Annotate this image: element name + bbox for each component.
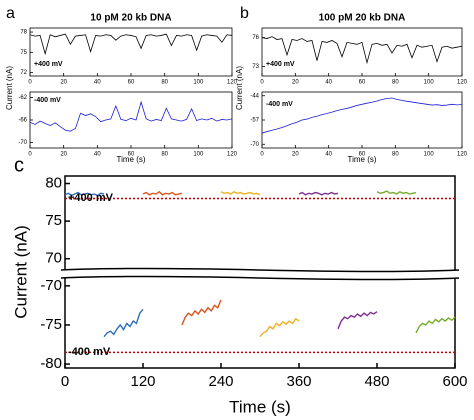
x-tick-label: 20 xyxy=(60,80,67,86)
y-tick-label: 72 xyxy=(20,70,27,76)
y-tick-label: -70 xyxy=(18,140,27,146)
x-tick-label: 0 xyxy=(260,80,264,86)
plot-frame xyxy=(64,175,456,270)
chart-title: 10 pM 20 kb DNA xyxy=(90,13,171,24)
x-tick-label: 40 xyxy=(94,152,101,158)
y-tick-label: 78 xyxy=(20,30,27,36)
x-tick-label: 80 xyxy=(161,152,168,158)
data-line xyxy=(142,190,183,196)
y-tick-label: -62 xyxy=(18,95,27,101)
data-line xyxy=(298,191,339,196)
axis-break xyxy=(60,275,460,281)
x-tick-label: 240 xyxy=(208,373,233,390)
data-line xyxy=(376,190,417,195)
data-line xyxy=(261,36,463,65)
annotation: +400 mV xyxy=(34,61,63,68)
x-tick-label: 60 xyxy=(359,152,366,158)
data-line xyxy=(337,311,378,330)
y-tick-label: 70 xyxy=(45,250,62,267)
data-line xyxy=(64,191,105,197)
y-tick-label: -70 xyxy=(40,277,62,294)
x-axis-label: Time (s) xyxy=(347,155,376,164)
x-tick-label: 80 xyxy=(161,80,168,86)
y-tick-label: 80 xyxy=(45,174,62,191)
chart-title: 100 pM 20 kb DNA xyxy=(319,13,406,24)
x-tick-label: 120 xyxy=(457,152,468,158)
y-tick-label: -75 xyxy=(40,316,62,333)
panel-label: b xyxy=(240,5,249,22)
x-tick-label: 80 xyxy=(392,80,399,86)
x-tick-label: 360 xyxy=(286,373,311,390)
x-tick-label: 60 xyxy=(128,80,135,86)
y-axis-label: Current (nA) xyxy=(235,66,244,110)
plot-frame xyxy=(64,278,456,369)
x-tick-label: 60 xyxy=(128,152,135,158)
data-line xyxy=(29,33,233,56)
x-tick-label: 20 xyxy=(292,80,299,86)
x-tick-label: 60 xyxy=(359,80,366,86)
y-tick-label: -66 xyxy=(18,118,27,124)
x-axis-label: Time (s) xyxy=(229,397,291,416)
y-tick-label: -57 xyxy=(250,118,259,124)
x-tick-label: 40 xyxy=(325,152,332,158)
y-tick-label: -70 xyxy=(250,142,259,148)
x-tick-label: 20 xyxy=(292,152,299,158)
y-tick-label: -44 xyxy=(250,93,259,99)
annotation: +400 mV xyxy=(266,61,295,68)
y-tick-label: 75 xyxy=(20,50,27,56)
x-axis-label: Time (s) xyxy=(116,155,145,164)
x-tick-label: 600 xyxy=(442,373,467,390)
x-tick-label: 120 xyxy=(227,80,238,86)
y-axis-label: Current (nA) xyxy=(5,66,14,110)
panel-label: c xyxy=(14,154,24,176)
panel-label: a xyxy=(6,5,15,22)
annotation: -400 mV xyxy=(266,101,293,108)
annotation: -400 mV xyxy=(68,346,111,358)
data-line xyxy=(29,100,233,132)
x-tick-label: 20 xyxy=(60,152,67,158)
y-tick-label: 75 xyxy=(45,212,62,229)
x-tick-label: 0 xyxy=(61,373,69,390)
x-tick-label: 100 xyxy=(424,80,435,86)
axis-break xyxy=(60,267,460,273)
x-tick-label: 80 xyxy=(392,152,399,158)
x-tick-label: 120 xyxy=(130,373,155,390)
x-tick-label: 0 xyxy=(260,152,264,158)
x-tick-label: 100 xyxy=(193,80,204,86)
x-tick-label: 120 xyxy=(457,80,468,86)
x-tick-label: 0 xyxy=(28,152,32,158)
x-tick-label: 100 xyxy=(193,152,204,158)
y-tick-label: 73 xyxy=(252,64,259,70)
data-line xyxy=(220,190,261,196)
data-line xyxy=(103,308,144,338)
data-line xyxy=(415,316,456,334)
data-line xyxy=(261,97,463,134)
x-tick-label: 480 xyxy=(364,373,389,390)
y-tick-label: -80 xyxy=(40,355,62,372)
y-tick-label: 76 xyxy=(252,35,259,41)
x-tick-label: 0 xyxy=(28,80,32,86)
x-tick-label: 100 xyxy=(424,152,435,158)
data-line xyxy=(259,317,300,338)
annotation: -400 mV xyxy=(34,97,61,104)
x-tick-label: 40 xyxy=(94,80,101,86)
x-tick-label: 120 xyxy=(227,152,238,158)
annotation: +400 mV xyxy=(68,192,114,204)
y-axis-label: Current (nA) xyxy=(11,225,30,319)
x-tick-label: 40 xyxy=(325,80,332,86)
data-line xyxy=(181,299,222,326)
